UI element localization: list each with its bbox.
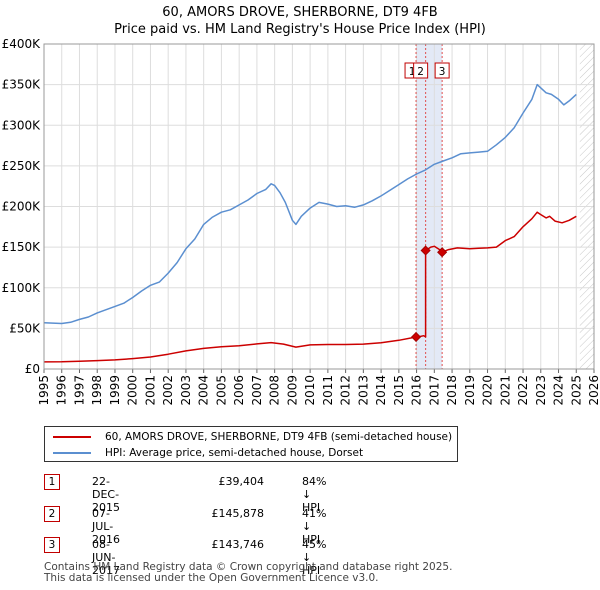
price-chart: 60, AMORS DROVE, SHERBORNE, DT9 4FB Pric… <box>2 5 600 406</box>
x-tick-label: 1997 <box>72 375 86 406</box>
legend-label-property: 60, AMORS DROVE, SHERBORNE, DT9 4FB (sem… <box>105 431 453 443</box>
x-tick-label: 2020 <box>481 375 495 406</box>
transaction-number-badge: 1 <box>44 474 60 490</box>
x-tick-label: 2025 <box>569 375 583 406</box>
series <box>43 83 577 363</box>
transaction-hpi-diff: 45% ↓ HPI <box>302 538 327 577</box>
y-tick-label: £350K <box>2 78 42 92</box>
transaction-label-text: 3 <box>439 66 446 78</box>
y-axis: £0 £50K £100K £150K £200K £250K £300K £350K £400… <box>2 37 42 376</box>
transaction-number-badge: 3 <box>44 537 60 553</box>
transaction-date: 08-JUN-2017 <box>92 538 120 577</box>
x-tick-label: 2016 <box>410 375 424 406</box>
transaction-hpi-diff: 41% ↓ HPI <box>302 507 327 546</box>
transaction-points <box>410 245 448 343</box>
x-tick-label: 2005 <box>214 375 228 406</box>
x-tick-label: 2006 <box>232 375 246 406</box>
y-tick-label: £50K <box>9 321 41 335</box>
chart-title: 60, AMORS DROVE, SHERBORNE, DT9 4FB <box>162 5 437 20</box>
x-tick-label: 2004 <box>197 375 211 406</box>
x-tick-label: 1996 <box>55 375 69 406</box>
chart-subtitle: Price paid vs. HM Land Registry's House … <box>114 22 486 37</box>
y-tick-label: £300K <box>2 118 42 132</box>
x-axis: 1995 1996 1997 1998 1999 2000 2001 2002 2003 2004… <box>37 369 600 406</box>
x-tick-label: 1995 <box>37 375 51 406</box>
legend-swatch-property <box>53 436 91 438</box>
transaction-date: 07-JUL-2016 <box>92 507 120 546</box>
x-tick-label: 2009 <box>285 375 299 406</box>
transaction-price: £145,878 <box>211 507 265 520</box>
x-tick-label: 2010 <box>303 375 317 406</box>
x-tick-label: 2021 <box>498 375 512 406</box>
y-tick-label: £200K <box>2 200 42 214</box>
x-tick-label: 2014 <box>374 375 388 406</box>
y-tick-label: £150K <box>2 240 42 254</box>
legend: 60, AMORS DROVE, SHERBORNE, DT9 4FB (sem… <box>44 426 458 462</box>
transaction-number-badge: 2 <box>44 506 60 522</box>
x-tick-label: 2007 <box>250 375 264 406</box>
transaction-point <box>437 247 448 258</box>
transaction-date: 22-DEC-2015 <box>92 475 120 514</box>
x-tick-label: 2002 <box>161 375 175 406</box>
y-tick-label: £250K <box>2 159 42 173</box>
x-tick-label: 1998 <box>90 375 104 406</box>
footer: Contains HM Land Registry data © Crown c… <box>44 562 452 584</box>
x-tick-label: 2026 <box>587 375 600 406</box>
x-tick-label: 2015 <box>392 375 406 406</box>
plot-frame <box>43 43 595 370</box>
x-tick-label: 2023 <box>534 375 548 406</box>
transaction-price: £39,404 <box>218 475 265 488</box>
transaction-label-box <box>434 62 450 79</box>
x-tick-label: 2013 <box>356 375 370 406</box>
transaction-point <box>410 331 422 343</box>
y-tick-label: £100K <box>2 281 42 295</box>
x-tick-label: 2001 <box>143 375 157 406</box>
transaction-label: 2 <box>413 62 429 79</box>
legend-item-hpi: HPI: Average price, semi-detached house,… <box>53 445 363 461</box>
x-tick-label: 2011 <box>321 375 335 406</box>
x-tick-label: 2017 <box>427 375 441 406</box>
y-tick-label: £400K <box>2 37 42 51</box>
transaction-label: 3 <box>434 62 450 79</box>
legend-item-property: 60, AMORS DROVE, SHERBORNE, DT9 4FB (sem… <box>53 429 452 445</box>
copyright-notice: Contains HM Land Registry data © Crown c… <box>44 561 453 573</box>
x-tick-label: 2019 <box>463 375 477 406</box>
price-paid-line <box>43 211 577 363</box>
transaction-label-text: 2 <box>417 66 424 78</box>
transaction-price: £143,746 <box>211 538 265 551</box>
x-tick-label: 2012 <box>339 375 353 406</box>
transaction-hpi-diff: 84% ↓ HPI <box>302 475 327 514</box>
transaction-label-text: 1 <box>409 66 416 78</box>
legend-swatch-hpi <box>53 452 91 454</box>
x-tick-label: 2018 <box>445 375 459 406</box>
grid <box>43 43 595 370</box>
legend-label-hpi: HPI: Average price, semi-detached house,… <box>105 447 364 459</box>
hpi-line <box>43 83 577 325</box>
transaction-label-box <box>413 62 429 79</box>
transaction-point <box>420 245 431 256</box>
licence-notice: This data is licensed under the Open Gov… <box>44 572 379 584</box>
x-tick-label: 2024 <box>552 375 566 406</box>
y-tick-label: £0 <box>25 362 40 376</box>
x-tick-label: 2000 <box>126 375 140 406</box>
x-tick-label: 2022 <box>516 375 530 406</box>
x-tick-label: 2008 <box>268 375 282 406</box>
x-tick-label: 1999 <box>108 375 122 406</box>
x-tick-label: 2003 <box>179 375 193 406</box>
